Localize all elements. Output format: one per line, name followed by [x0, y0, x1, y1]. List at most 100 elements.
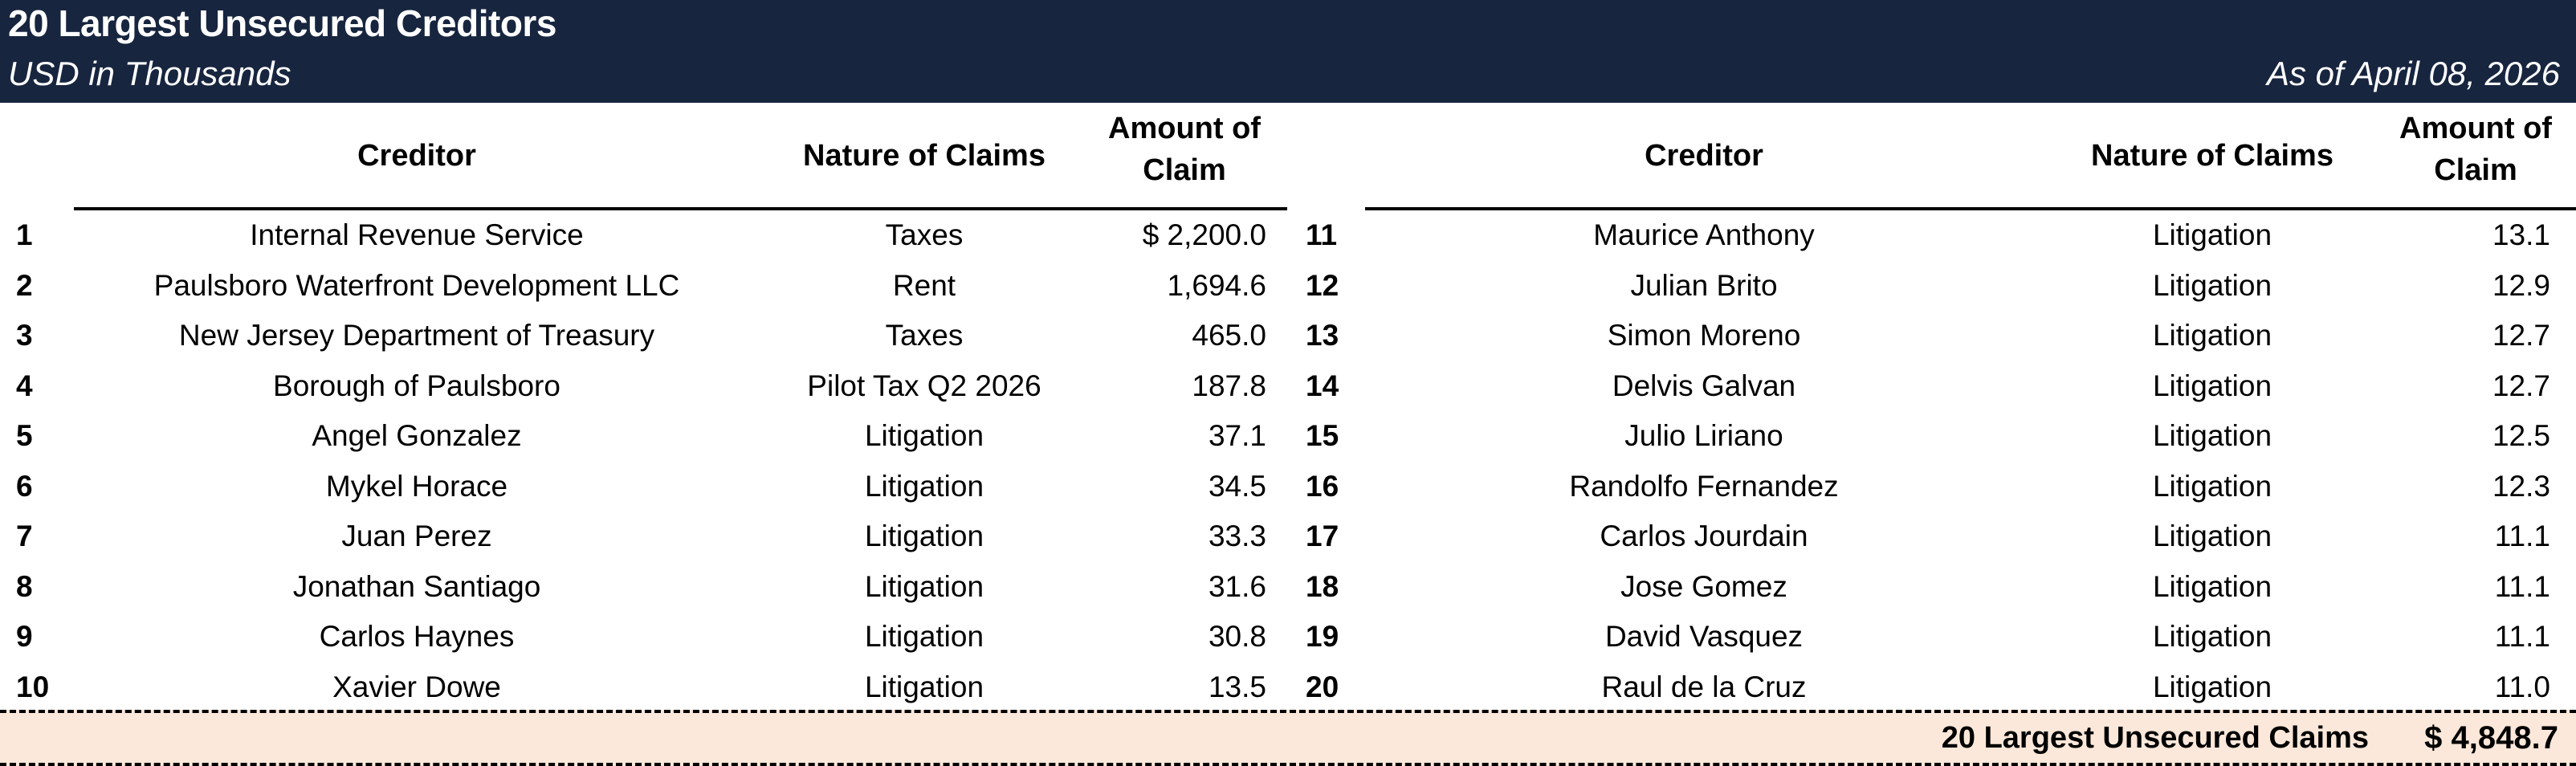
creditor-name: Delvis Galvan [1612, 369, 1796, 402]
claim-amount: 12.5 [2492, 419, 2550, 452]
table-row: 18 Jose Gomez Litigation 11.1 [1293, 562, 2576, 612]
creditor-name: David Vasquez [1604, 620, 1804, 653]
creditor-name: Simon Moreno [1607, 319, 1801, 352]
row-number: 13 [1306, 319, 1339, 352]
row-number: 16 [1306, 469, 1339, 503]
claim-amount: 1,694.6 [1167, 268, 1266, 302]
row-number: 18 [1306, 569, 1339, 603]
table-row: 14 Delvis Galvan Litigation 12.7 [1293, 361, 2576, 411]
right-header-creditor: Creditor [1645, 139, 1763, 173]
claim-amount: 465.0 [1192, 319, 1266, 352]
left-header-amount-line1: Amount of [1108, 112, 1261, 145]
right-header-nature: Nature of Claims [2091, 139, 2333, 173]
table-row: 11 Maurice Anthony Litigation 13.1 [1293, 210, 2576, 260]
row-number: 3 [16, 319, 33, 352]
creditor-name: Julian Brito [1630, 268, 1778, 302]
claim-amount: $ 2,200.0 [1142, 218, 1266, 251]
left-header-creditor: Creditor [357, 139, 476, 173]
claim-nature: Litigation [2152, 218, 2272, 251]
creditor-name: Paulsboro Waterfront Development LLC [153, 268, 680, 302]
row-number: 5 [16, 419, 33, 452]
claim-amount: 13.1 [2492, 218, 2550, 251]
claim-nature: Litigation [2152, 519, 2272, 552]
units-subtitle: USD in Thousands [8, 55, 291, 92]
claim-nature: Litigation [864, 519, 984, 552]
creditor-name: Carlos Jourdain [1600, 519, 1808, 552]
creditor-name: Internal Revenue Service [250, 218, 584, 251]
right-header-rule [1365, 207, 2576, 210]
claim-nature: Litigation [2152, 469, 2272, 503]
claim-nature: Litigation [864, 419, 984, 452]
left-header-nature: Nature of Claims [803, 139, 1045, 173]
claim-amount: 12.7 [2492, 369, 2550, 402]
claim-amount: 31.6 [1208, 569, 1266, 603]
right-header-amount: Amount of Claim [2367, 108, 2576, 191]
creditor-name: Jonathan Santiago [292, 569, 541, 603]
table-row: 4 Borough of Paulsboro Pilot Tax Q2 2026… [0, 361, 1293, 411]
table-row: 5 Angel Gonzalez Litigation 37.1 [0, 411, 1293, 461]
table-row: 16 Randolfo Fernandez Litigation 12.3 [1293, 462, 2576, 511]
table-row: 8 Jonathan Santiago Litigation 31.6 [0, 562, 1293, 612]
row-number: 20 [1306, 670, 1339, 703]
title-band: 20 Largest Unsecured Creditors USD in Th… [0, 0, 2576, 103]
table-row: 7 Juan Perez Litigation 33.3 [0, 511, 1293, 561]
table-row: 9 Carlos Haynes Litigation 30.8 [0, 612, 1293, 662]
creditor-name: Jose Gomez [1620, 569, 1787, 603]
total-label: 20 Largest Unsecured Claims [1941, 721, 2369, 755]
claim-amount: 12.9 [2492, 268, 2550, 302]
claim-nature: Litigation [2152, 268, 2272, 302]
as-of-date: As of April 08, 2026 [2267, 55, 2560, 92]
claim-amount: 11.0 [2494, 670, 2550, 703]
table-row: 10 Xavier Dowe Litigation 13.5 [0, 662, 1293, 712]
claim-nature: Litigation [2152, 319, 2272, 352]
claim-amount: 11.1 [2494, 620, 2550, 653]
claim-amount: 12.7 [2492, 319, 2550, 352]
row-number: 9 [16, 620, 33, 653]
creditor-name: Julio Liriano [1624, 419, 1783, 452]
total-amount: $ 4,848.7 [2424, 720, 2558, 756]
row-number: 7 [16, 519, 33, 552]
table-row: 2 Paulsboro Waterfront Development LLC R… [0, 261, 1293, 311]
table-row: 13 Simon Moreno Litigation 12.7 [1293, 311, 2576, 361]
claim-amount: 30.8 [1208, 620, 1266, 653]
table-row: 20 Raul de la Cruz Litigation 11.0 [1293, 662, 2576, 712]
table-row: 15 Julio Liriano Litigation 12.5 [1293, 411, 2576, 461]
claim-nature: Taxes [885, 218, 964, 251]
claim-nature: Litigation [2152, 620, 2272, 653]
creditor-name: Randolfo Fernandez [1569, 469, 1839, 503]
claim-amount: 187.8 [1192, 369, 1266, 402]
claim-amount: 33.3 [1208, 519, 1266, 552]
left-header-amount-line2: Claim [1143, 153, 1226, 187]
claim-amount: 11.1 [2494, 569, 2550, 603]
table-row: 3 New Jersey Department of Treasury Taxe… [0, 311, 1293, 361]
page-title: 20 Largest Unsecured Creditors [8, 2, 556, 44]
row-number: 2 [16, 268, 33, 302]
creditor-name: Xavier Dowe [332, 670, 501, 703]
row-number: 15 [1306, 419, 1339, 452]
row-number: 19 [1306, 620, 1339, 653]
left-header-rule [74, 207, 1287, 210]
creditor-name: Carlos Haynes [319, 620, 515, 653]
claim-nature: Litigation [2152, 419, 2272, 452]
claim-amount: 37.1 [1208, 419, 1266, 452]
creditor-name: Borough of Paulsboro [273, 369, 560, 402]
right-header-amount-line1: Amount of [2399, 112, 2552, 145]
total-row: 20 Largest Unsecured Claims $ 4,848.7 [0, 710, 2576, 766]
creditor-name: New Jersey Department of Treasury [178, 319, 655, 352]
creditor-name: Maurice Anthony [1593, 218, 1815, 251]
claim-nature: Litigation [864, 670, 984, 703]
row-number: 4 [16, 369, 33, 402]
row-number: 17 [1306, 519, 1339, 552]
claim-nature: Litigation [2152, 569, 2272, 603]
row-number: 8 [16, 569, 33, 603]
claim-amount: 34.5 [1208, 469, 1266, 503]
creditor-name: Angel Gonzalez [312, 419, 522, 452]
table-row: 12 Julian Brito Litigation 12.9 [1293, 261, 2576, 311]
claim-nature: Pilot Tax Q2 2026 [807, 369, 1041, 402]
creditor-name: Juan Perez [341, 519, 492, 552]
claim-nature: Rent [892, 268, 956, 302]
table-row: 6 Mykel Horace Litigation 34.5 [0, 462, 1293, 511]
row-number: 6 [16, 469, 33, 503]
creditor-name: Raul de la Cruz [1601, 670, 1807, 703]
claim-nature: Litigation [2152, 369, 2272, 402]
